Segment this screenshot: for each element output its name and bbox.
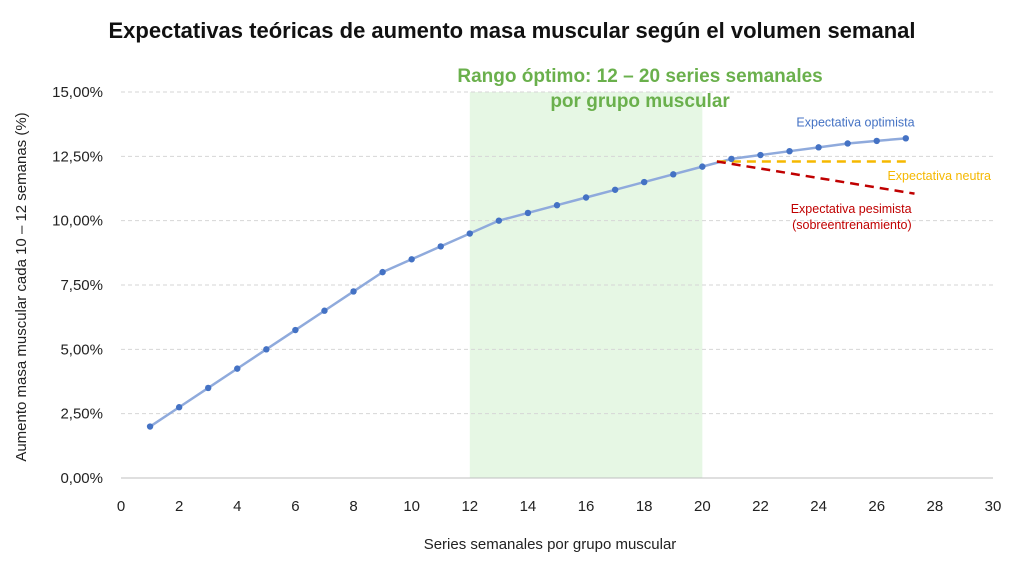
data-point (146, 423, 154, 430)
data-point (786, 147, 793, 155)
series-label-pesimista-line: Expectativa pesimista (791, 202, 912, 216)
data-point (495, 217, 503, 224)
x-tick-label: 6 (291, 498, 299, 515)
x-tick-label: 24 (810, 498, 827, 515)
x-tick-label: 10 (403, 498, 420, 515)
data-point (553, 202, 561, 209)
x-tick-label: 18 (636, 498, 653, 515)
x-tick-label: 20 (694, 498, 711, 515)
data-point (437, 243, 444, 250)
data-point (175, 404, 183, 411)
y-tick-label: 15,00% (52, 84, 103, 101)
x-tick-label: 30 (985, 498, 1002, 515)
data-point (466, 230, 473, 237)
data-point (234, 365, 241, 372)
series-line-pesimista (716, 160, 915, 195)
optimal-range-label-line: Rango óptimo: 12 – 20 series semanales (457, 66, 822, 87)
y-tick-label: 0,00% (60, 470, 103, 487)
x-tick-label: 12 (461, 498, 478, 515)
data-point (641, 178, 648, 186)
data-point (757, 151, 764, 159)
data-point (699, 163, 706, 170)
x-axis-label: Series semanales por grupo muscular (424, 536, 677, 553)
x-tick-label: 14 (520, 498, 537, 515)
y-tick-label: 2,50% (60, 406, 103, 423)
data-point (582, 194, 590, 201)
x-tick-label: 4 (233, 498, 241, 515)
x-tick-label: 22 (752, 498, 769, 515)
y-tick-label: 10,00% (52, 213, 103, 230)
data-point (379, 268, 386, 276)
x-tick-label: 16 (578, 498, 595, 515)
series-label-optimista: Expectativa optimista (796, 116, 914, 130)
series-label-pesimista-line: (sobreentrenamiento) (792, 218, 912, 232)
y-axis-label: Aumento masa muscular cada 10 – 12 seman… (13, 112, 30, 461)
y-tick-label: 5,00% (60, 341, 103, 358)
data-point (205, 384, 212, 392)
x-tick-label: 28 (927, 498, 944, 515)
data-point (902, 135, 909, 142)
data-point (844, 140, 851, 147)
data-point (292, 326, 299, 334)
data-point (670, 171, 677, 178)
data-point (611, 186, 619, 193)
x-tick-label: 26 (868, 498, 885, 515)
y-tick-label: 7,50% (60, 277, 103, 294)
data-point (350, 288, 357, 295)
series-label-neutra: Expectativa neutra (887, 169, 991, 183)
data-point (263, 346, 270, 353)
data-point (321, 307, 328, 314)
x-tick-label: 0 (117, 498, 125, 515)
data-point (524, 209, 532, 217)
data-point (408, 256, 415, 263)
data-point (873, 137, 880, 145)
optimal-range-label-line: por grupo muscular (550, 91, 730, 112)
x-tick-label: 8 (349, 498, 357, 515)
y-tick-label: 12,50% (52, 148, 103, 165)
chart-title: Expectativas teóricas de aumento masa mu… (109, 18, 916, 43)
data-point (815, 144, 822, 151)
data-point (728, 155, 735, 163)
x-tick-label: 2 (175, 498, 183, 515)
